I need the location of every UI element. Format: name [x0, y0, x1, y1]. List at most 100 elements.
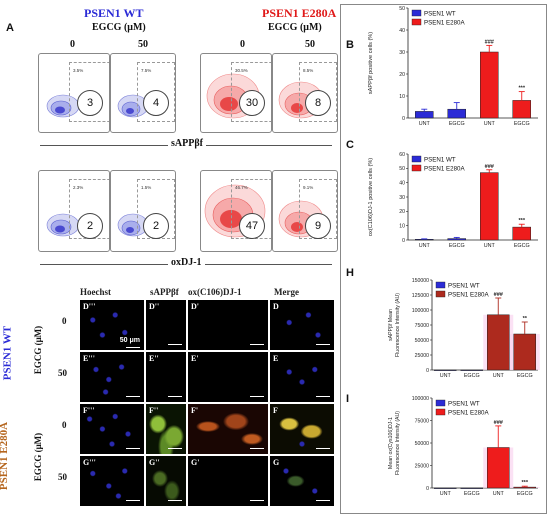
positive-count: 8: [305, 90, 331, 116]
egcg-label-wt: EGCG (μM): [92, 22, 146, 33]
scale-bar: [168, 395, 182, 397]
charts-frame: [340, 4, 547, 514]
positive-count: 30: [239, 90, 265, 116]
flow-plot-wt-50-sappbf: 7.5% 4: [110, 53, 176, 133]
micro-egcg-label-wt: EGCG (μM): [33, 325, 44, 375]
micro-image-oxdj1: D': [188, 300, 268, 350]
image-label: F'': [149, 406, 159, 415]
flow-plot-mut-50-sappbf: 8.5% 8: [272, 53, 338, 133]
positive-count: 2: [77, 213, 103, 239]
micro-col-sappbf: sAPPβf: [150, 287, 179, 297]
gate-box: [137, 62, 175, 122]
gate-box: [231, 62, 271, 122]
scale-bar: [168, 343, 182, 345]
row-dose-e: 50: [58, 368, 67, 378]
micro-image-oxdj1: G': [188, 456, 268, 506]
image-label: E': [191, 354, 199, 363]
micro-col-hoechst: Hoechst: [80, 287, 111, 297]
gate-percent: 9.1%: [303, 185, 314, 190]
row2-axis-label: oxDJ-1: [168, 257, 205, 268]
flow-plot-mut-50-oxdj1: 9.1% 9: [272, 170, 338, 252]
image-label: D': [191, 302, 199, 311]
micro-col-merge: Merge: [274, 287, 299, 297]
image-label: E'': [149, 354, 159, 363]
gate-box: [69, 62, 109, 122]
gate-percent: 8.5%: [303, 68, 314, 73]
positive-count: 4: [143, 90, 169, 116]
density-contour: [46, 94, 80, 118]
scale-bar: [250, 447, 264, 449]
image-label: G'': [149, 458, 160, 467]
positive-count: 2: [143, 213, 169, 239]
row-dose-g: 50: [58, 472, 67, 482]
scale-bar: [168, 499, 182, 501]
panel-a-letter: A: [6, 22, 14, 34]
positive-count: 3: [77, 90, 103, 116]
micro-image-hoechst: E''': [80, 352, 144, 402]
micro-image-merge: G: [270, 456, 334, 506]
dose-50-wt: 50: [138, 39, 148, 50]
micro-image-merge: F: [270, 404, 334, 454]
micro-image-oxdj1: F': [188, 404, 268, 454]
micro-egcg-label-mut: EGCG (μM): [33, 432, 44, 482]
image-label: G''': [83, 458, 96, 467]
scale-bar-label: 50 μm: [119, 337, 140, 344]
flow-plot-mut-0-sappbf: 30.5% 30: [200, 53, 272, 133]
micro-image-hoechst: G''': [80, 456, 144, 506]
gate-box: [299, 62, 337, 122]
scale-bar: [316, 499, 330, 501]
flow-plot-mut-0-oxdj1: 46.7% 47: [200, 170, 272, 252]
flow-plot-wt-50-oxdj1: 1.5% 2: [110, 170, 176, 252]
micro-image-sappbf: F'': [146, 404, 186, 454]
gate-percent: 1.5%: [141, 185, 152, 190]
gate-percent: 7.5%: [141, 68, 152, 73]
image-label: E: [273, 354, 279, 363]
micro-wt-label: PSEN1 WT: [1, 325, 14, 381]
image-label: D'': [149, 302, 160, 311]
micro-image-sappbf: E'': [146, 352, 186, 402]
micro-col-oxdj1: ox(C106)DJ-1: [188, 287, 242, 297]
dose-0-wt: 0: [70, 39, 75, 50]
row1-axis-label: sAPPβf: [168, 138, 206, 149]
row-dose-f: 0: [62, 420, 67, 430]
micro-mut-label: PSEN1 E280A: [0, 421, 11, 491]
mut-header: PSEN1 E280A: [262, 6, 337, 20]
micro-image-oxdj1: E': [188, 352, 268, 402]
micro-image-hoechst: F''': [80, 404, 144, 454]
image-label: G: [273, 458, 280, 467]
image-label: G': [191, 458, 200, 467]
flow-plot-wt-0-sappbf: 3.5% 3: [38, 53, 110, 133]
image-label: F': [191, 406, 199, 415]
scale-bar: [126, 447, 140, 449]
scale-bar: [250, 499, 264, 501]
row-dose-d: 0: [62, 316, 67, 326]
density-contour: [117, 94, 149, 118]
dose-0-mut: 0: [240, 39, 245, 50]
gate-percent: 2.3%: [73, 185, 84, 190]
image-label: D''': [83, 302, 96, 311]
micro-image-hoechst: D''' 50 μm: [80, 300, 144, 350]
egcg-label-mut: EGCG (μM): [268, 22, 322, 33]
image-label: D: [273, 302, 279, 311]
positive-count: 47: [239, 213, 265, 239]
scale-bar: [316, 343, 330, 345]
image-label: E''': [83, 354, 96, 363]
image-label: F: [273, 406, 278, 415]
micro-image-merge: E: [270, 352, 334, 402]
scale-bar: [168, 447, 182, 449]
gate-percent: 30.5%: [235, 68, 248, 73]
density-contour: [117, 213, 149, 237]
scale-bar: [316, 395, 330, 397]
scale-bar: [126, 499, 140, 501]
dose-50-mut: 50: [305, 39, 315, 50]
positive-count: 9: [305, 213, 331, 239]
flow-plot-wt-0-oxdj1: 2.3% 2: [38, 170, 110, 252]
gate-percent: 3.5%: [73, 68, 84, 73]
micro-image-merge: D: [270, 300, 334, 350]
micro-image-sappbf: G'': [146, 456, 186, 506]
scale-bar: [316, 447, 330, 449]
image-label: F''': [83, 406, 95, 415]
scale-bar: [126, 346, 140, 348]
scale-bar: [126, 395, 140, 397]
gate-percent: 46.7%: [235, 185, 248, 190]
